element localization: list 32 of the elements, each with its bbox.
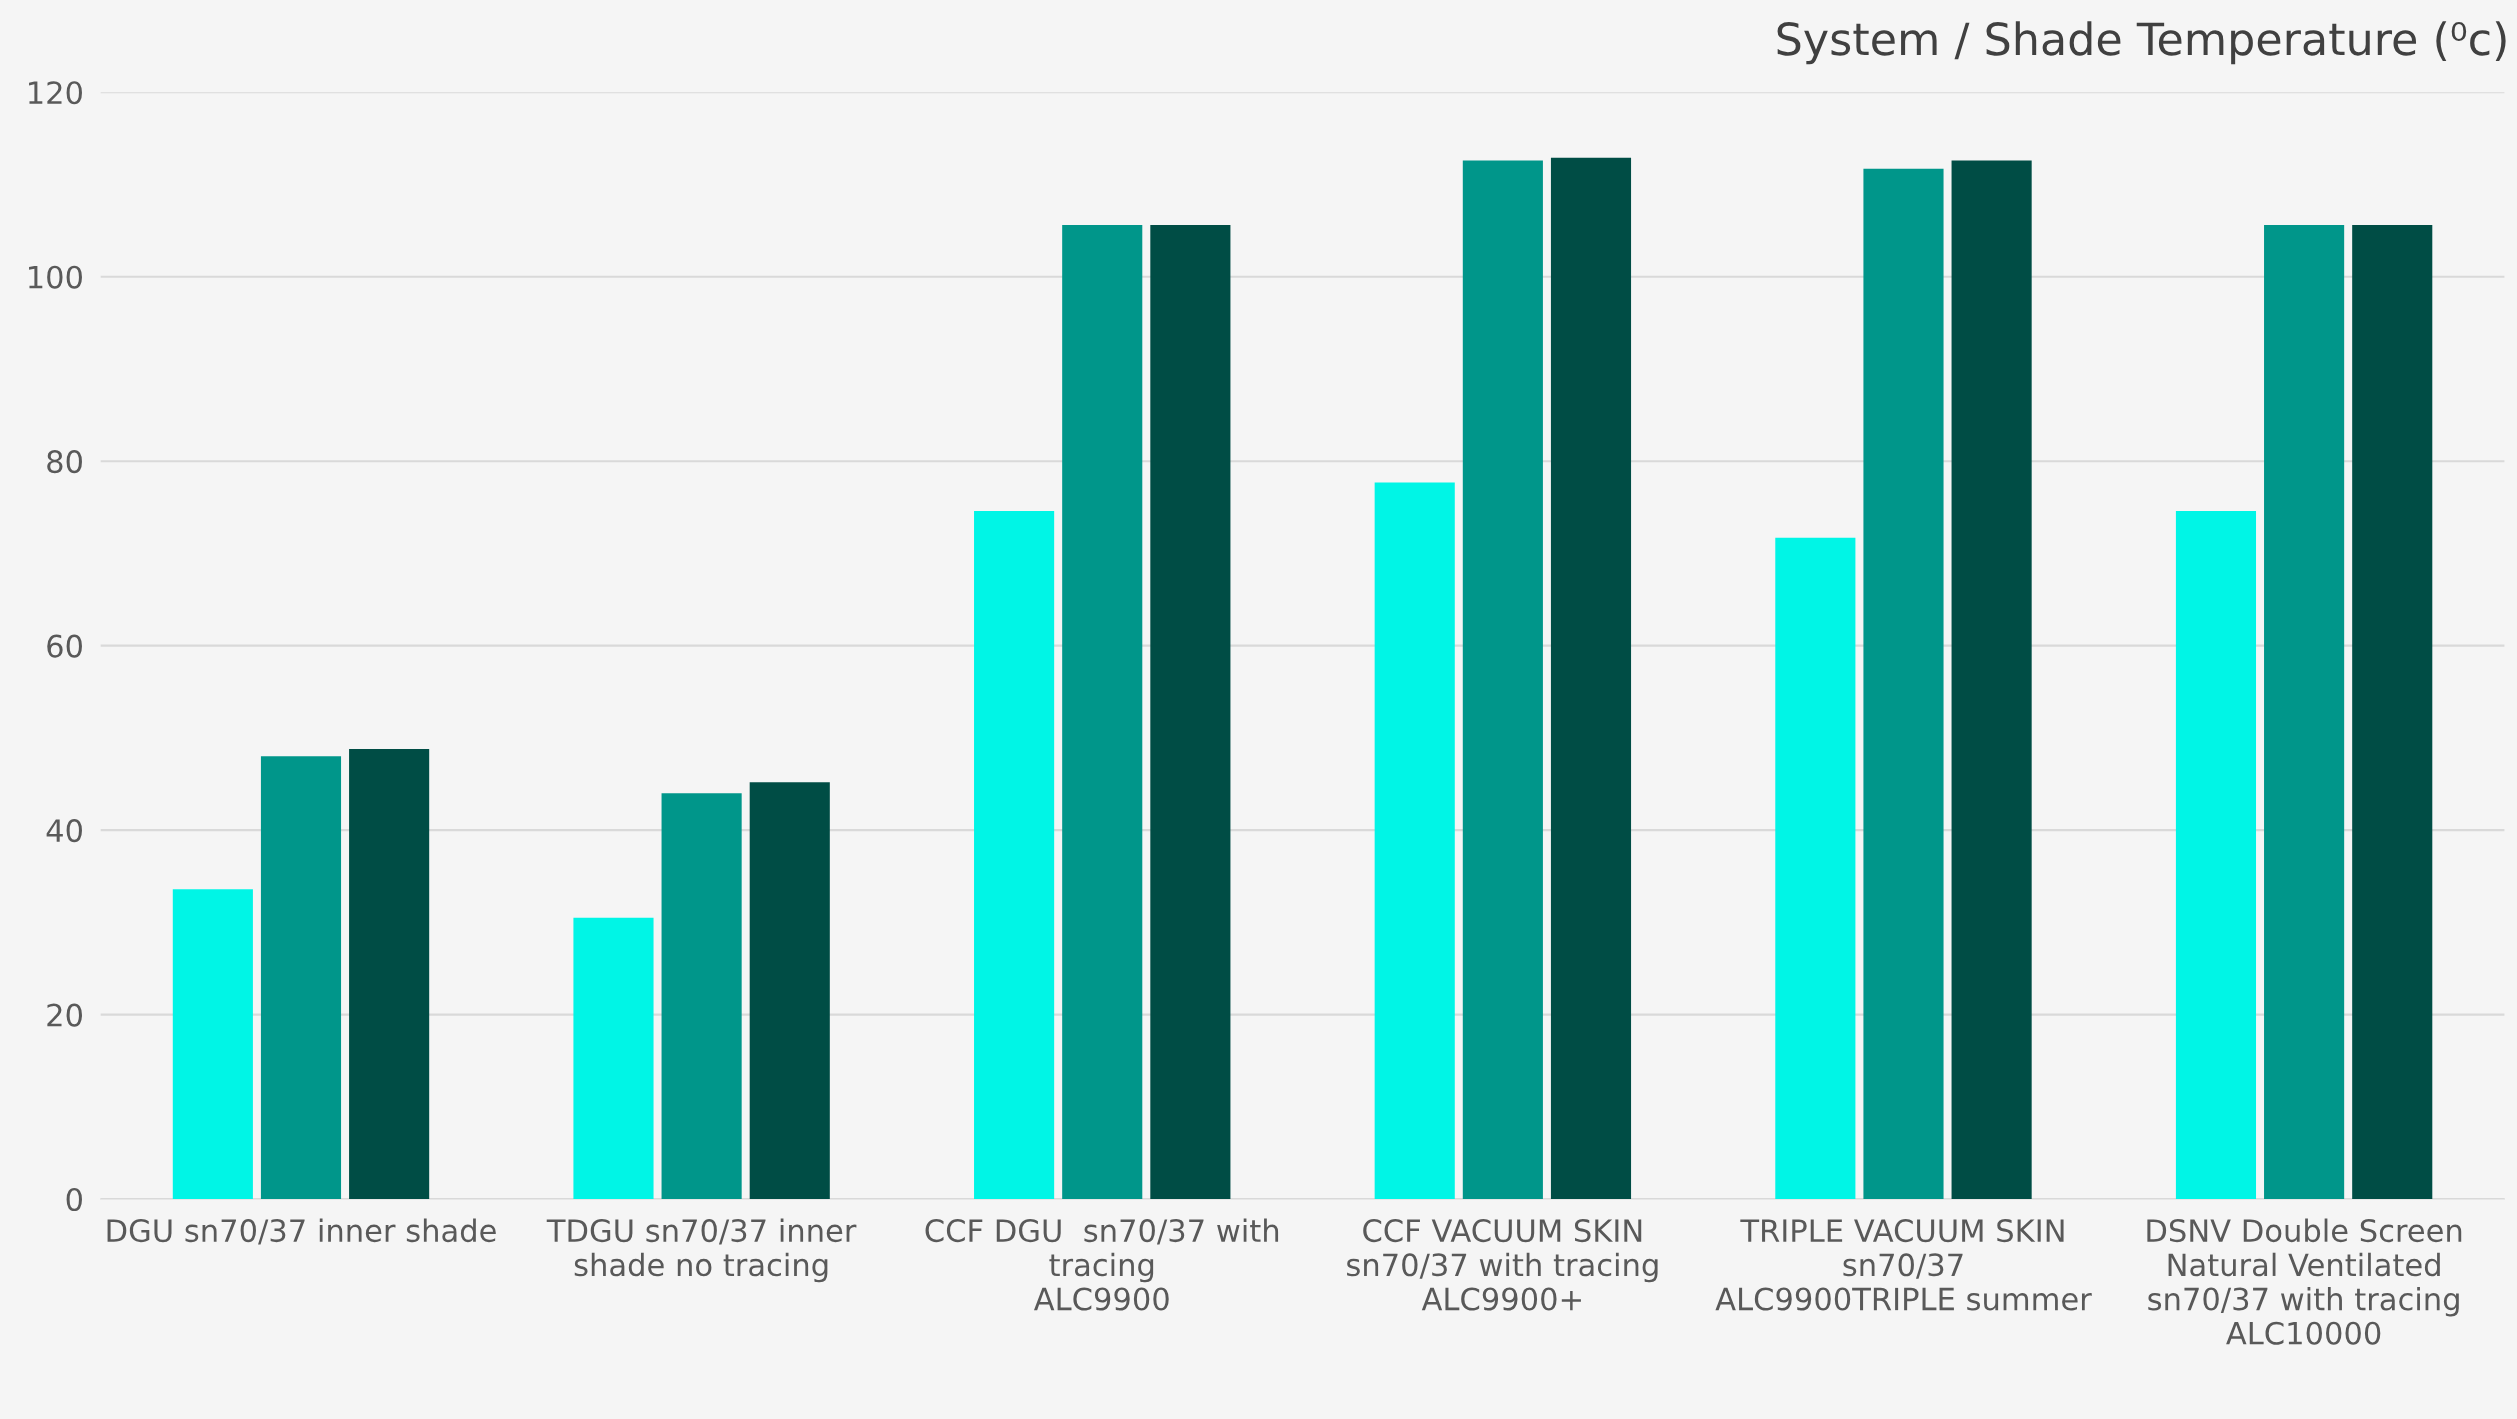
bar [1374, 482, 1455, 1200]
bar [974, 510, 1055, 1200]
bar [1775, 537, 1856, 1200]
bar [1462, 160, 1543, 1200]
y-tick-label: 80 [47, 450, 82, 474]
bar [1550, 157, 1632, 1200]
y-tick-label: 20 [47, 1003, 82, 1027]
bar [349, 748, 430, 1200]
x-tick-label: TDGU sn70/37 inner shade no tracing [546, 1218, 857, 1283]
bar [172, 889, 253, 1200]
bar [260, 756, 342, 1200]
y-tick-label: 40 [46, 819, 82, 843]
y-tick-label: 120 [29, 81, 82, 105]
bar [1863, 168, 1944, 1200]
bar [573, 917, 654, 1200]
bar [2352, 225, 2433, 1200]
bar [2264, 225, 2345, 1200]
x-tick-label: DGU sn70/37 inner shade [107, 1218, 496, 1245]
x-tick-label: CCF VACUUM SKIN sn70/37 with tracing ALC9900+ [1347, 1219, 1658, 1311]
x-tick-label: TRIPLE VACUUM SKIN sn70/37 ALC9900TRIPLE summer [1715, 1219, 2092, 1311]
y-tick-label: 0 [66, 1187, 82, 1212]
bar [1062, 225, 1143, 1200]
bar [749, 782, 830, 1200]
bar [1951, 160, 2032, 1200]
bar [2175, 510, 2257, 1200]
chart-title: System / Shade Temperature (⁰c) [1777, 21, 2506, 65]
y-tick-label: 60 [47, 634, 82, 658]
bar [661, 793, 742, 1200]
y-tick-label: 100 [29, 265, 82, 289]
x-tick-label: DSNV Double Screen Natural Ventilated sn70/37 with tracing ALC10000 [2147, 1218, 2462, 1345]
x-tick-label: CCF DGU sn70/37 with tracing ALC9900 [925, 1218, 1279, 1311]
bar [1150, 225, 1231, 1200]
